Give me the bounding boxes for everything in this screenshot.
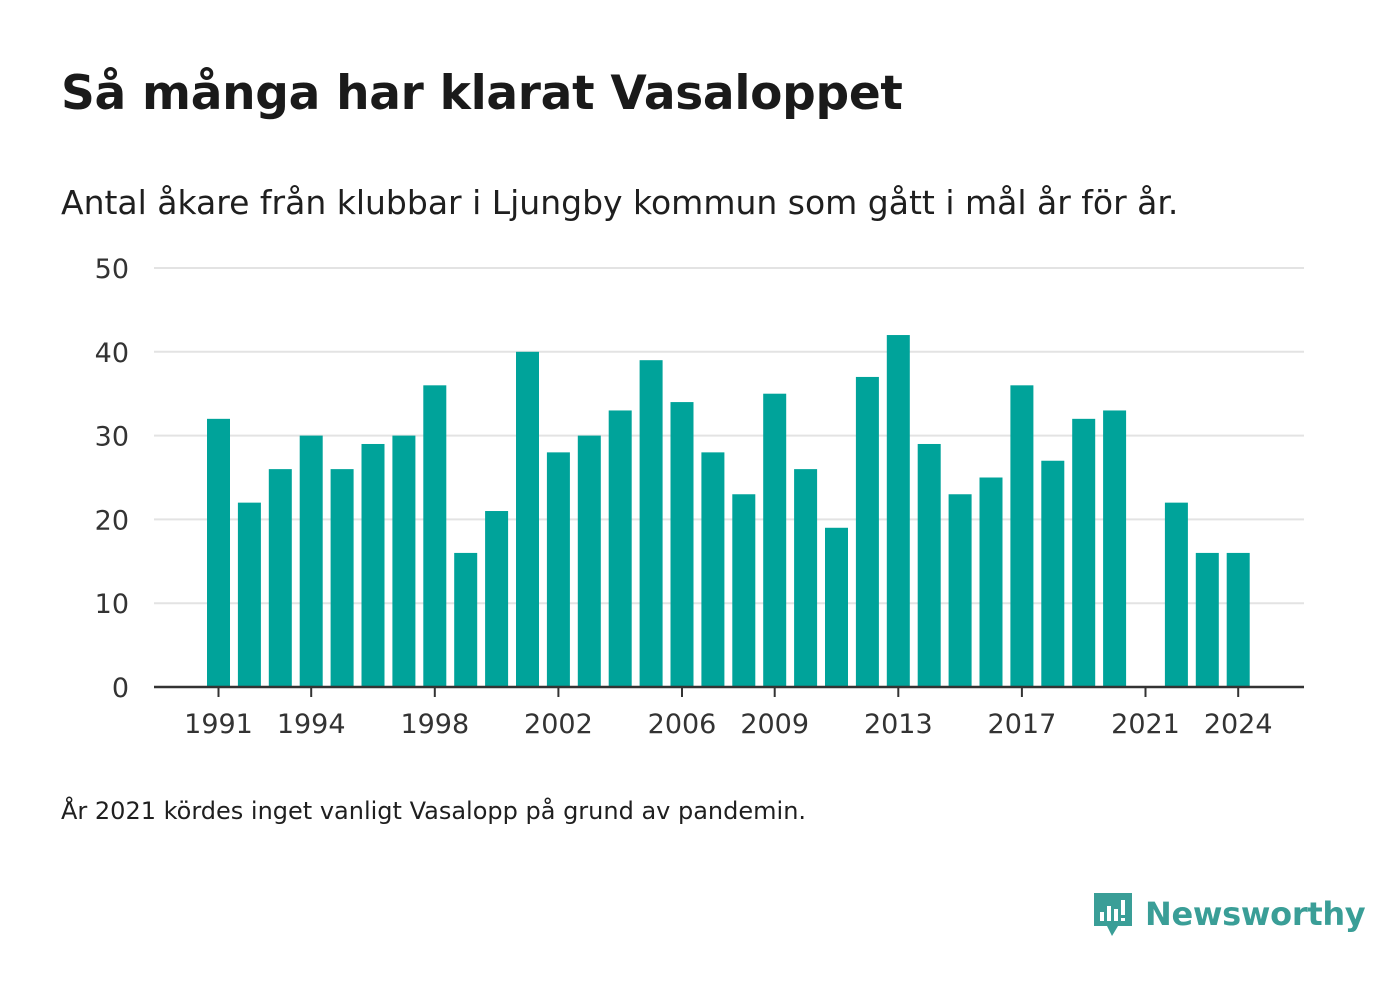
bar-2014: [917, 443, 941, 687]
y-tick-label: 40: [95, 338, 129, 369]
bar-2010: [794, 469, 818, 687]
bar-2004: [608, 410, 632, 687]
bar-2018: [1041, 460, 1065, 687]
bar-2022: [1164, 502, 1188, 687]
bar-2000: [485, 511, 509, 687]
bar-2013: [886, 335, 910, 687]
bar-2020: [1103, 410, 1127, 687]
bar-2012: [855, 376, 879, 687]
bar-1993: [268, 469, 292, 687]
y-tick-label: 0: [112, 673, 129, 704]
x-tick-label: 2009: [740, 709, 809, 740]
bar-2019: [1072, 418, 1096, 687]
x-tick-label: 2002: [524, 709, 593, 740]
bar-2007: [701, 452, 725, 687]
y-tick-label: 20: [95, 505, 129, 536]
bar-2016: [979, 477, 1003, 687]
footnote: År 2021 kördes inget vanligt Vasalopp på…: [61, 797, 807, 825]
brand-name: Newsworthy: [1145, 895, 1366, 933]
bar-chart: 0 10 20 30 40 50 1991 1994 1998 2002 2006 2009 2013 2…: [95, 254, 1304, 740]
chart-subtitle: Antal åkare från klubbar i Ljungby kommu…: [61, 183, 1179, 222]
x-tick-label: 1991: [184, 709, 253, 740]
brand-logo[interactable]: Newsworthy: [1091, 890, 1366, 938]
bar-1991: [207, 418, 230, 687]
bar-2023: [1195, 552, 1219, 687]
x-tick-label: 2021: [1111, 709, 1180, 740]
bar-2005: [639, 360, 663, 687]
bar-1995: [330, 469, 354, 687]
y-tick-label: 30: [95, 422, 129, 453]
bar-2024: [1226, 552, 1250, 687]
x-tick-label: 2017: [988, 709, 1057, 740]
x-tick-label: 1998: [400, 709, 469, 740]
bar-2008: [732, 494, 756, 687]
x-tick-label: 1994: [277, 709, 346, 740]
axes: 0 10 20 30 40 50 1991 1994 1998 2002 2006 2009 2013 2…: [95, 254, 1304, 740]
bar-1992: [237, 502, 261, 687]
chart-title: Så många har klarat Vasaloppet: [61, 66, 903, 121]
bar-2001: [516, 351, 539, 687]
bar-2006: [670, 402, 694, 687]
bar-2017: [1010, 385, 1034, 687]
bar-1996: [361, 443, 385, 687]
bar-2009: [763, 393, 787, 687]
newsworthy-logo-icon: [1094, 893, 1132, 936]
bar-2002: [546, 452, 570, 687]
bar-1994: [299, 435, 323, 687]
y-tick-label: 50: [95, 254, 129, 285]
x-tick-label: 2024: [1204, 709, 1273, 740]
bar-2011: [825, 527, 848, 687]
bar-1998: [423, 385, 447, 687]
bar-1997: [392, 435, 416, 687]
bars: [207, 335, 1250, 687]
x-tick-label: 2006: [648, 709, 717, 740]
y-tick-label: 10: [95, 589, 129, 620]
bar-2015: [948, 494, 972, 687]
bar-1999: [454, 552, 478, 687]
bar-2003: [577, 435, 601, 687]
x-tick-label: 2013: [864, 709, 933, 740]
gridlines: [154, 267, 1304, 605]
